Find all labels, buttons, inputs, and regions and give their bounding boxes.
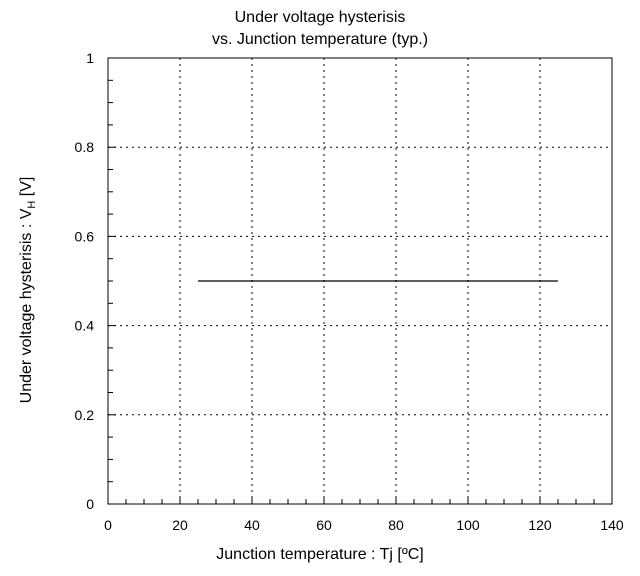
x-tick-label: 140 (600, 517, 624, 533)
x-tick-label: 100 (456, 517, 480, 533)
y-axis-label-suffix: [V] (17, 176, 35, 201)
x-tick-label: 20 (172, 517, 188, 533)
x-axis-label: Junction temperature : Tj [ºC] (216, 546, 424, 563)
x-tick-label: 120 (528, 517, 552, 533)
y-axis-label: Under voltage hysterisis : VH [V] (18, 177, 38, 404)
y-axis-label-prefix: Under voltage hysterisis : V (17, 208, 35, 404)
y-tick-label: 0.6 (75, 228, 95, 244)
chart-title-line-2: vs. Junction temperature (typ.) (211, 31, 429, 48)
x-tick-label: 60 (316, 517, 332, 533)
y-tick-label: 0.8 (75, 139, 95, 155)
y-axis-label-subscript: H (26, 200, 39, 209)
y-tick-label: 0.2 (75, 407, 95, 423)
x-tick-label: 40 (244, 517, 260, 533)
x-tick-label: 0 (104, 517, 112, 533)
y-tick-label: 0 (86, 496, 94, 512)
y-tick-label: 1 (86, 50, 94, 66)
x-tick-label: 80 (388, 517, 404, 533)
chart-title-line-1: Under voltage hysterisis (234, 9, 406, 26)
y-tick-label: 0.4 (75, 318, 95, 334)
